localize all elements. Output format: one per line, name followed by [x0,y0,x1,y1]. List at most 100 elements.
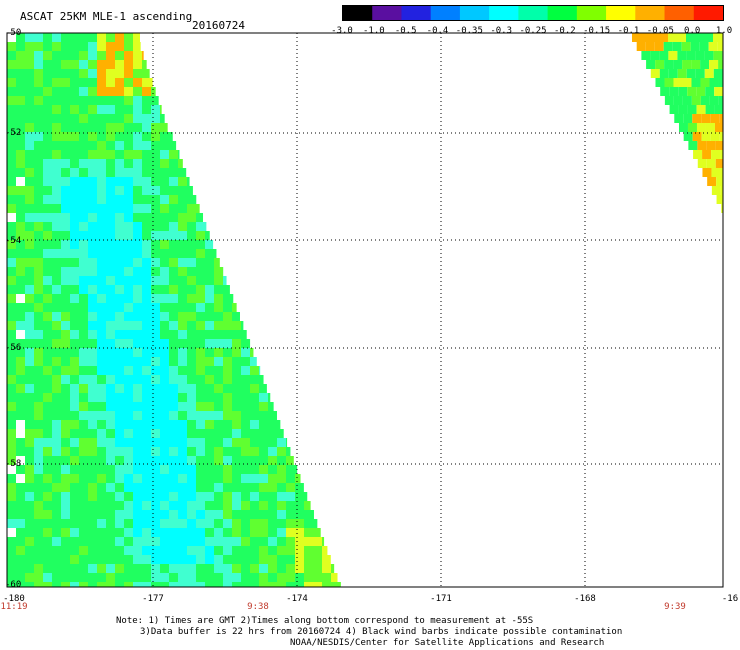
swath-cell [115,321,124,330]
swath-cell [70,231,79,240]
swath-cell [169,267,178,276]
swath-cell [79,321,88,330]
swath-cell [88,132,97,141]
swath-cell [187,510,196,519]
swath-cell [142,510,151,519]
swath-cell [43,456,52,465]
swath-cell [43,231,52,240]
swath-cell [115,276,124,285]
swath-cell [688,141,698,150]
swath-cell [106,519,115,528]
swath-cell [151,339,160,348]
swath-cell [286,537,295,546]
swath-cell [16,501,25,510]
swath-cell [106,528,115,537]
swath-cell [61,213,70,222]
swath-cell [34,231,43,240]
swath-cell [223,357,232,366]
swath-cell [115,429,124,438]
swath-cell [97,420,106,429]
swath-cell [286,564,295,573]
swath-cell [106,501,115,510]
swath-cell [79,348,88,357]
swath-cell [124,573,133,582]
swath-cell [7,402,16,411]
swath-cell [160,411,169,420]
swath-cell [88,51,97,60]
swath-cell [43,330,52,339]
swath-cell [34,411,43,420]
swath-cell [250,366,259,375]
swath-cell [124,105,133,114]
swath-cell [142,51,144,60]
swath-cell [124,42,133,51]
swath-cell [16,402,25,411]
swath-cell [34,303,43,312]
swath-cell [43,564,52,573]
swath-cell [52,366,61,375]
swath-cell [124,366,133,375]
wind-swaths [7,33,723,587]
swath-cell [16,456,25,465]
swath-cell [232,492,241,501]
swath-cell [133,510,142,519]
swath-cell [151,357,160,366]
swath-cell [16,375,25,384]
swath-cell [97,276,106,285]
swath-cell [79,465,88,474]
swath-cell [205,465,214,474]
swath-cell [151,249,160,258]
swath-cell [677,51,687,60]
swath-cell [61,42,70,51]
swath-cell [151,438,160,447]
swath-cell [268,492,277,501]
swath-cell [304,573,313,582]
swath-cell [715,159,723,168]
swath-cell [286,465,295,474]
swath-cell [70,456,79,465]
swath-cell [43,339,52,348]
swath-cell [34,402,43,411]
swath-cell [313,546,322,555]
swath-cell [7,573,16,582]
swath-cell [196,357,205,366]
swath-cell [232,411,241,420]
swath-cell [106,177,115,186]
swath-cell [16,69,25,78]
swath-cell [169,285,178,294]
swath-cell [196,564,205,573]
swath-cell [43,447,52,456]
swath-cell [214,483,223,492]
swath-cell [277,483,286,492]
swath-cell [178,177,187,186]
swath-cell [61,393,70,402]
swath-cell [151,285,160,294]
swath-cell [187,564,196,573]
swath-cell [178,204,187,213]
swath-cell [106,411,115,420]
swath-cell [34,87,43,96]
swath-cell [196,339,205,348]
swath-cell [331,582,340,587]
swath-cell [61,366,70,375]
swath-cell [88,483,97,492]
swath-cell [61,240,70,249]
swath-cell [79,411,88,420]
swath-cell [706,141,716,150]
swath-cell [25,132,34,141]
swath-cell [151,105,160,114]
swath-cell [214,438,223,447]
swath-cell [124,213,133,222]
swath-cell [169,483,178,492]
swath-cell [205,393,214,402]
swath-cell [196,438,205,447]
swath-cell [70,447,79,456]
swath-cell [43,141,52,150]
swath-cell [52,222,61,231]
swath-cell [16,582,25,587]
swath-cell [43,204,52,213]
swath-cell [160,573,169,582]
note-line-2: 3)Data buffer is 22 hrs from 20160724 4)… [140,627,623,637]
swath-cell [691,78,701,87]
swath-cell [7,141,16,150]
